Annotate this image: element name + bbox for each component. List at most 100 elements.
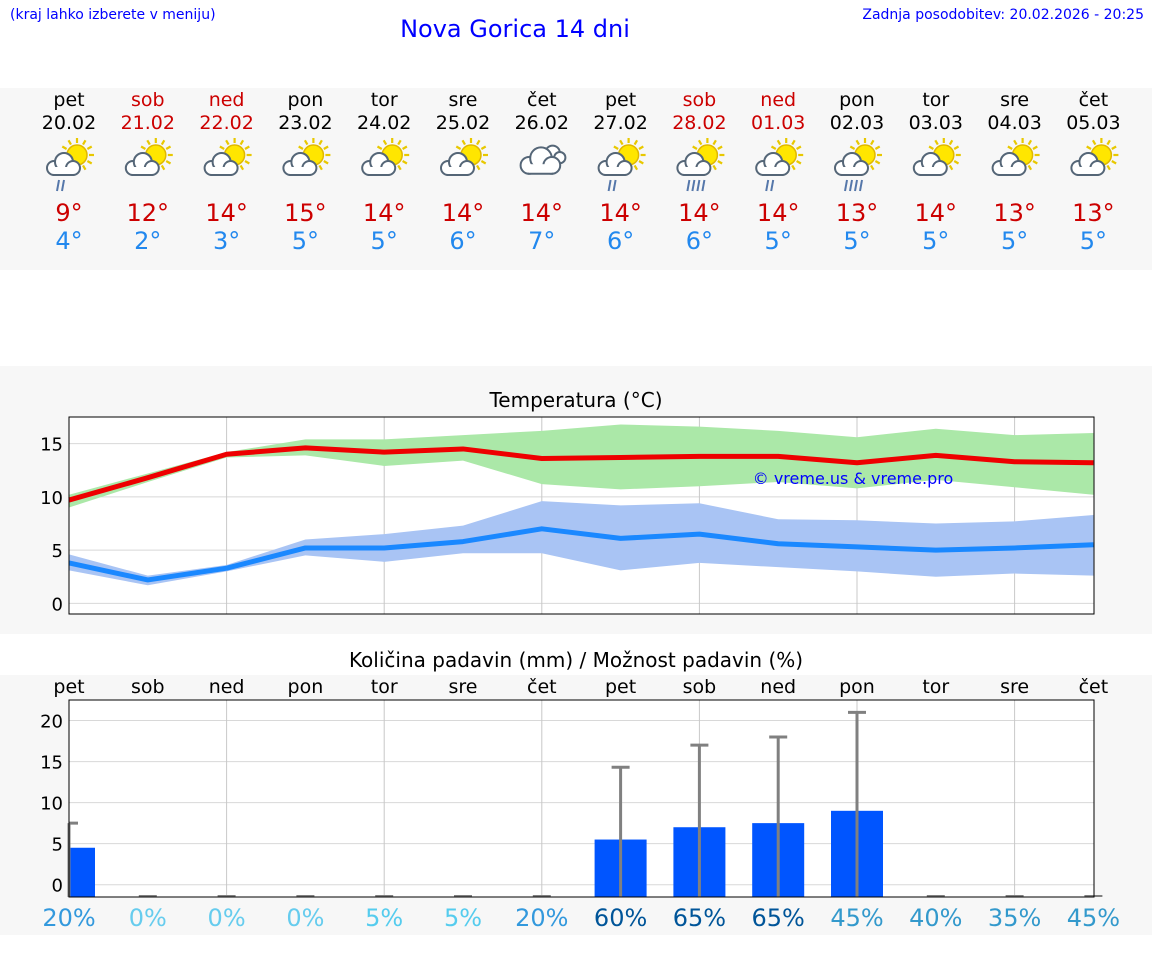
sun-ray <box>874 160 881 165</box>
cloud-icon <box>282 152 318 176</box>
page-title: Nova Gorica 14 dni <box>400 15 630 43</box>
sun-ray <box>1106 164 1111 171</box>
forecast-tmax: 14° <box>442 199 485 227</box>
forecast-day-name: tor <box>922 89 949 111</box>
temperature-panel: Temperatura (°C) 0 5 10 15 © vreme.us & vrem… <box>0 366 1152 634</box>
sun-ray <box>796 145 802 150</box>
y-tick-label: 0 <box>52 594 63 615</box>
sun-ray <box>225 139 230 146</box>
sun-ray <box>1111 160 1117 165</box>
precip-probability: 5% <box>444 904 482 932</box>
raindrop <box>844 179 848 192</box>
forecast-date: 20.02 <box>42 112 96 134</box>
forecast-day-name: ned <box>209 89 245 111</box>
forecast-day-name: sre <box>1000 89 1029 111</box>
precip-probability: 35% <box>988 904 1041 932</box>
forecast-tmin: 6° <box>449 227 476 255</box>
cloud-base <box>999 167 1019 175</box>
sun-ray <box>61 145 68 150</box>
min-temp-line <box>68 526 1094 583</box>
forecast-day-name: čet <box>1079 89 1109 111</box>
cloud-base <box>211 167 231 175</box>
sun-ray <box>849 145 856 150</box>
sun-ray <box>376 145 383 150</box>
cloud-icon <box>991 152 1027 176</box>
forecast-tmin: 6° <box>607 227 634 255</box>
raindrop <box>612 179 617 192</box>
partly-cloudy-icon <box>361 138 410 176</box>
forecast-day-name: pet <box>605 89 636 111</box>
sun-cloud-light-rain-icon <box>755 138 804 192</box>
precip-probability: 65% <box>752 904 805 932</box>
sun-cloud-rain-icon <box>676 138 725 192</box>
y-tick-label: 5 <box>52 541 63 562</box>
raindrop <box>770 179 775 192</box>
cloud-icon <box>361 152 397 176</box>
precip-probability: 40% <box>909 904 962 932</box>
forecast-day-name: sob <box>683 89 717 111</box>
forecast-tmin: 5° <box>765 227 792 255</box>
raindrop <box>691 179 696 192</box>
sun-ray <box>480 145 487 150</box>
x-category-label: pon <box>839 676 875 698</box>
sun-ray <box>619 139 624 146</box>
sun-ray <box>323 145 329 150</box>
sun-ray <box>796 160 802 165</box>
plot-area <box>69 700 1094 897</box>
sun-ray <box>476 164 481 171</box>
x-category-label: tor <box>922 676 949 698</box>
forecast-date: 03.03 <box>909 112 963 134</box>
raindrop <box>849 179 853 192</box>
x-category-label: pet <box>53 676 84 698</box>
sun-ray <box>953 145 960 150</box>
forecast-date: 23.02 <box>278 112 332 134</box>
sun-ray <box>146 139 151 146</box>
x-category-label: ned <box>209 676 245 698</box>
y-tick-label: 10 <box>40 488 63 509</box>
raindrop <box>859 179 863 192</box>
sun-ray <box>791 139 796 146</box>
precip-probability: 45% <box>1067 904 1120 932</box>
sun-ray <box>318 139 323 146</box>
forecast-tmin: 6° <box>686 227 713 255</box>
x-category-label: pon <box>288 676 324 698</box>
location-menu-hint[interactable]: (kraj lahko izberete v meniju) <box>10 7 216 23</box>
cloud-base <box>448 167 467 175</box>
sun-ray <box>697 139 703 146</box>
sun-ray <box>160 139 166 146</box>
forecast-date: 26.02 <box>515 112 569 134</box>
cloud-base <box>920 167 940 175</box>
precip-probability: 0% <box>286 904 324 932</box>
x-category-label: čet <box>527 676 557 698</box>
raindrop <box>607 179 612 192</box>
forecast-date: 24.02 <box>357 112 411 134</box>
sun-ray <box>717 145 723 150</box>
sun-ray <box>948 139 954 146</box>
raindrop <box>61 179 65 192</box>
raindrop <box>701 179 706 192</box>
partly-cloudy-icon <box>1070 138 1119 176</box>
forecast-tmax: 9° <box>55 199 82 227</box>
sun-ray <box>874 145 881 150</box>
forecast-date: 28.02 <box>672 112 726 134</box>
forecast-date: 21.02 <box>121 112 175 134</box>
y-tick-label: 15 <box>40 753 63 774</box>
forecast-tmin: 5° <box>1001 227 1028 255</box>
sun-ray <box>948 164 954 171</box>
forecast-date: 01.03 <box>751 112 805 134</box>
forecast-tmin: 5° <box>1080 227 1107 255</box>
sun-ray <box>1086 145 1092 150</box>
forecast-day-name: čet <box>527 89 557 111</box>
sun-ray <box>953 160 960 165</box>
cloud-base <box>132 167 152 175</box>
forecast-tmax: 12° <box>127 199 170 227</box>
sun-ray <box>1106 139 1111 146</box>
